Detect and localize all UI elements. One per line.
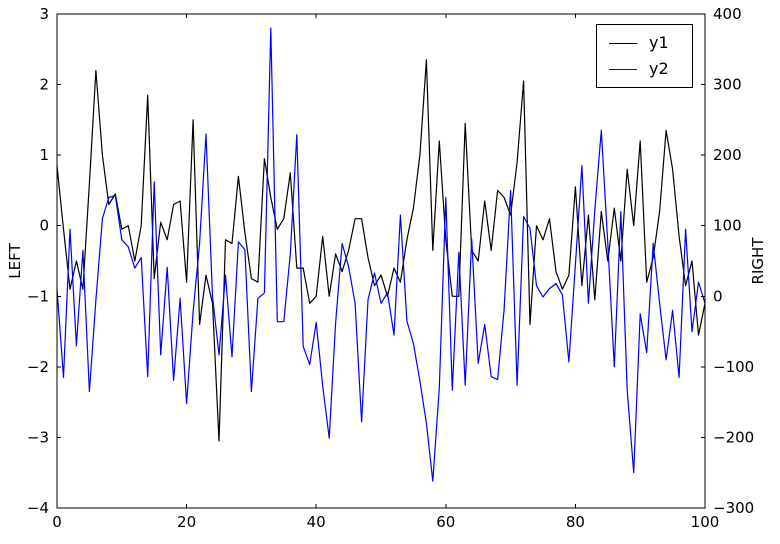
legend-entry-y1: y1 xyxy=(609,35,682,51)
legend-line-sample-y2 xyxy=(609,68,637,70)
legend: y1 y2 xyxy=(596,24,693,88)
x-tick-label: 80 xyxy=(566,513,585,531)
legend-entry-y2: y2 xyxy=(609,61,682,77)
left-tick-label: 0 xyxy=(39,217,49,235)
x-tick-label: 20 xyxy=(177,513,196,531)
right-axis-ticks xyxy=(701,13,705,509)
right-tick-label: 200 xyxy=(713,146,742,164)
legend-line-sample-y1 xyxy=(609,42,637,44)
x-tick-label: 0 xyxy=(52,513,62,531)
right-tick-label: −200 xyxy=(713,428,754,446)
left-tick-label: 2 xyxy=(39,76,49,94)
left-axis-tick-labels: 3 2 1 0 −1 −2 −3 −4 xyxy=(27,5,49,517)
right-tick-label: 0 xyxy=(713,287,723,305)
y-axis-label-left: LEFT xyxy=(6,243,24,279)
y1-series-line xyxy=(56,59,706,442)
left-tick-label: −1 xyxy=(27,287,49,305)
x-tick-label: 100 xyxy=(691,513,720,531)
left-tick-label: −2 xyxy=(27,358,49,376)
right-tick-label: −300 xyxy=(713,499,754,517)
right-tick-label: 400 xyxy=(713,5,742,23)
x-tick-label: 60 xyxy=(436,513,455,531)
legend-label-y1: y1 xyxy=(649,33,669,52)
plot-border xyxy=(56,13,706,509)
left-tick-label: 1 xyxy=(39,146,49,164)
left-tick-label: 3 xyxy=(39,5,49,23)
right-tick-label: −100 xyxy=(713,358,754,376)
legend-label-y2: y2 xyxy=(649,59,669,78)
right-tick-label: 100 xyxy=(713,217,742,235)
x-axis-ticks xyxy=(56,14,706,508)
y2-series-line xyxy=(56,27,706,482)
x-tick-label: 40 xyxy=(307,513,326,531)
right-tick-label: 300 xyxy=(713,76,742,94)
y-axis-label-right: RIGHT xyxy=(749,237,767,285)
left-tick-label: −3 xyxy=(27,428,49,446)
right-axis-tick-labels: 400 300 200 100 0 −100 −200 −300 xyxy=(713,5,754,517)
x-axis-tick-labels: 0 20 40 60 80 100 xyxy=(52,513,719,531)
left-tick-label: −4 xyxy=(27,499,49,517)
left-axis-ticks xyxy=(57,13,61,509)
